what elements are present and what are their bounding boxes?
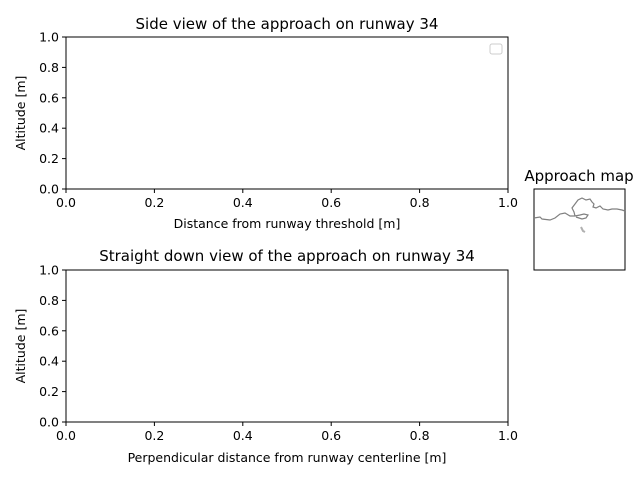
- down-x-tick-label: 0.6: [321, 428, 341, 443]
- side-y-tick-label: 0.2: [39, 151, 59, 166]
- down-x-tick-label: 0.0: [56, 428, 76, 443]
- down-view-chart: Straight down view of the approach on ru…: [13, 247, 518, 465]
- down-view-axes-frame: [65, 269, 509, 423]
- side-x-tick-label: 0.6: [321, 195, 341, 210]
- side-x-tick-label: 1.0: [498, 195, 518, 210]
- side-view-x-ticks: 0.0 0.2 0.4 0.6 0.8 1.0: [56, 189, 518, 210]
- side-view-legend-box: [489, 43, 503, 55]
- down-y-tick-label: 1.0: [39, 263, 59, 278]
- down-y-tick-label: 0.4: [39, 354, 59, 369]
- down-view-x-label: Perpendicular distance from runway cente…: [128, 450, 447, 465]
- down-y-tick-label: 0.2: [39, 384, 59, 399]
- approach-map-frame: [533, 188, 626, 271]
- side-y-tick-label: 0.6: [39, 90, 59, 105]
- down-y-tick-label: 0.6: [39, 323, 59, 338]
- side-x-tick-label: 0.8: [410, 195, 430, 210]
- down-x-tick-label: 1.0: [498, 428, 518, 443]
- side-y-tick-label: 0.8: [39, 60, 59, 75]
- down-view-x-ticks: 0.0 0.2 0.4 0.6 0.8 1.0: [56, 422, 518, 443]
- side-view-y-label: Altitude [m]: [13, 76, 28, 151]
- coastline-outline: [533, 197, 626, 221]
- side-x-tick-label: 0.0: [56, 195, 76, 210]
- approach-map: Approach map: [524, 167, 634, 271]
- side-x-tick-label: 0.4: [233, 195, 253, 210]
- side-view-title: Side view of the approach on runway 34: [136, 15, 439, 33]
- side-y-tick-label: 0.0: [39, 182, 59, 197]
- down-x-tick-label: 0.2: [144, 428, 164, 443]
- side-view-chart: Side view of the approach on runway 34 0…: [13, 15, 518, 231]
- down-y-tick-label: 0.0: [39, 415, 59, 430]
- side-y-tick-label: 0.4: [39, 121, 59, 136]
- down-x-tick-label: 0.8: [410, 428, 430, 443]
- approach-map-title: Approach map: [524, 167, 633, 185]
- down-view-title: Straight down view of the approach on ru…: [99, 247, 475, 265]
- side-view-y-ticks: 0.0 0.2 0.4 0.6 0.8 1.0: [39, 30, 66, 197]
- down-y-tick-label: 0.8: [39, 293, 59, 308]
- down-x-tick-label: 0.4: [233, 428, 253, 443]
- side-x-tick-label: 0.2: [144, 195, 164, 210]
- side-view-axes-frame: [65, 36, 509, 190]
- down-view-y-label: Altitude [m]: [13, 309, 28, 384]
- side-view-x-label: Distance from runway threshold [m]: [174, 216, 401, 231]
- down-view-y-ticks: 0.0 0.2 0.4 0.6 0.8 1.0: [39, 263, 66, 430]
- side-y-tick-label: 1.0: [39, 30, 59, 45]
- runway-marker: [580, 226, 586, 233]
